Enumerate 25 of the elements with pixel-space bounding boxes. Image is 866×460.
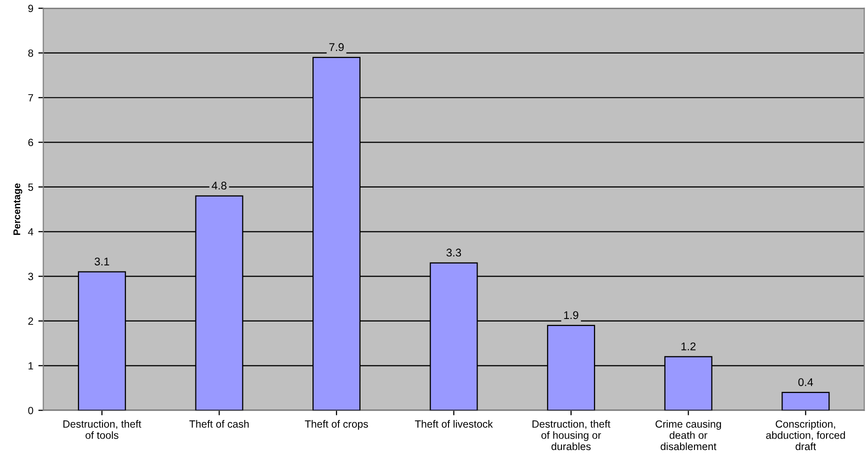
- x-tick-label: Destruction, theft of tools: [63, 420, 142, 439]
- x-tick-label: Crime causing death or disablement: [656, 420, 721, 450]
- x-tick-label: Theft of livestock: [414, 420, 493, 428]
- data-label: 3.3: [446, 248, 462, 257]
- data-label: 1.9: [564, 311, 578, 320]
- x-tick-label: Theft of crops: [304, 420, 368, 430]
- x-tick-label: Conscription, abduction, forced draft: [766, 420, 845, 450]
- data-label: 0.4: [798, 378, 814, 386]
- y-tick-label: 5: [28, 184, 34, 191]
- data-label: 1.2: [681, 342, 696, 350]
- y-tick-label: 1: [28, 362, 34, 370]
- x-tick-label: Theft of cash: [189, 420, 249, 428]
- y-axis-title: Percentage: [13, 183, 22, 235]
- data-label: 7.9: [329, 43, 344, 52]
- y-tick-label: 0: [28, 406, 34, 414]
- y-tick-label: 3: [28, 272, 34, 280]
- y-tick-label: 6: [28, 138, 34, 146]
- y-tick-label: 8: [28, 49, 34, 57]
- y-tick-label: 7: [28, 94, 34, 102]
- x-tick-label: Destruction, theft of housing or durables: [532, 420, 610, 450]
- y-tick-label: 2: [28, 317, 34, 325]
- data-label: 4.8: [212, 182, 226, 190]
- data-label: 3.1: [94, 258, 110, 266]
- y-tick-label: 4: [28, 228, 34, 236]
- y-tick-label: 9: [28, 4, 34, 12]
